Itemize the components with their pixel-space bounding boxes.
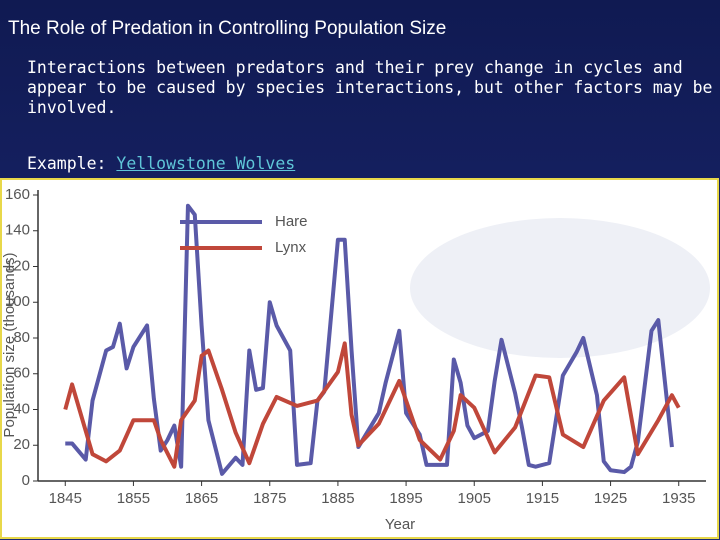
y-tick-label: 60: [13, 365, 30, 382]
series-line: [63, 341, 681, 469]
x-tick-label: 1845: [49, 490, 82, 507]
body-text: Interactions between predators and their…: [27, 58, 713, 117]
y-axis-label: Population size (thousands): [1, 252, 18, 437]
y-tick-label: 120: [5, 257, 30, 274]
x-axis-label: Year: [385, 516, 415, 533]
x-tick-label: 1935: [662, 490, 695, 507]
legend-label: Hare: [275, 213, 308, 230]
x-tick-label: 1905: [458, 490, 491, 507]
chart: Year Population size (thousands) 0 20 40 60…: [0, 178, 719, 539]
x-tick-label: 1895: [389, 490, 422, 507]
x-tick-label: 1925: [594, 490, 627, 507]
example: Example: Yellowstone Wolves: [27, 154, 295, 173]
x-tick-label: 1865: [185, 490, 218, 507]
y-tick-label: 140: [5, 222, 30, 239]
legend-label: Lynx: [275, 239, 307, 256]
x-tick-label: 1855: [117, 490, 150, 507]
x-tick-label: 1885: [321, 490, 354, 507]
y-tick-label: 0: [22, 472, 30, 489]
series-line: [65, 203, 674, 476]
y-tick-label: 100: [5, 293, 30, 310]
y-tick-label: 160: [5, 186, 30, 203]
x-tick-label: 1875: [253, 490, 286, 507]
example-link[interactable]: Yellowstone Wolves: [116, 154, 296, 173]
y-tick-label: 80: [13, 329, 30, 346]
photo-backdrop: [410, 218, 710, 358]
y-tick-label: 40: [13, 400, 30, 417]
x-tick-label: 1915: [526, 490, 559, 507]
example-label: Example:: [27, 154, 107, 173]
slide-title: The Role of Predation in Controlling Pop…: [8, 18, 447, 39]
y-tick-label: 20: [13, 436, 30, 453]
